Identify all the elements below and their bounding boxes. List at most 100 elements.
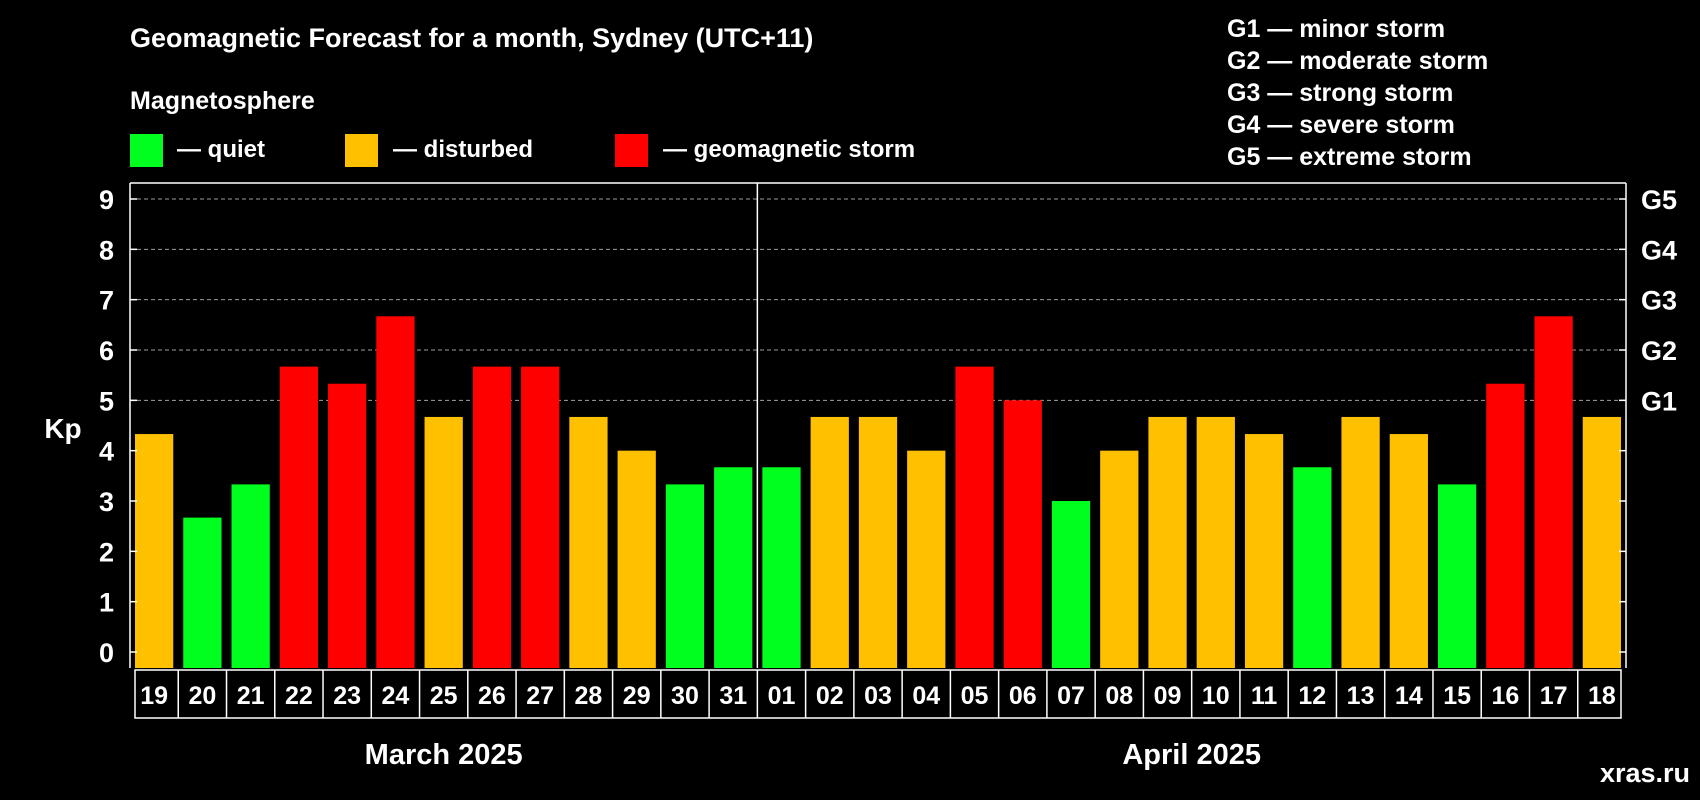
y-tick-label-5: 5 bbox=[99, 386, 114, 416]
legend-storm-swatch bbox=[615, 134, 648, 167]
right-axis-label-g5: G5 bbox=[1641, 185, 1677, 215]
right-axis-label-g3: G3 bbox=[1641, 286, 1677, 316]
bar-day-29 bbox=[617, 450, 656, 668]
day-label-18: 18 bbox=[1588, 682, 1616, 710]
bar-day-11 bbox=[1244, 434, 1284, 668]
bar-day-06 bbox=[1003, 400, 1042, 668]
bar-day-09 bbox=[1148, 416, 1187, 668]
bar-day-24 bbox=[376, 316, 415, 668]
day-label-13: 13 bbox=[1347, 682, 1375, 710]
right-axis-label-g2: G2 bbox=[1641, 336, 1677, 366]
y-tick-label-4: 4 bbox=[99, 437, 114, 467]
storm-scale-g3: G3 — strong storm bbox=[1227, 79, 1453, 107]
day-label-28: 28 bbox=[575, 682, 603, 710]
day-label-04: 04 bbox=[912, 682, 940, 710]
bar-day-14 bbox=[1389, 434, 1428, 668]
bars bbox=[135, 316, 1621, 668]
y-tick-label-1: 1 bbox=[99, 588, 114, 618]
legend-storm-label: — geomagnetic storm bbox=[663, 136, 915, 163]
bar-day-21 bbox=[231, 484, 270, 668]
day-label-29: 29 bbox=[623, 682, 651, 710]
bar-day-31 bbox=[714, 467, 753, 668]
bar-day-22 bbox=[279, 366, 319, 668]
bar-day-18 bbox=[1582, 416, 1621, 668]
y-tick-label-9: 9 bbox=[99, 185, 114, 215]
chart-title: Geomagnetic Forecast for a month, Sydney… bbox=[130, 23, 813, 53]
bar-day-19 bbox=[135, 434, 174, 668]
bar-day-03 bbox=[858, 416, 898, 668]
legend-section-title: Magnetosphere bbox=[130, 87, 315, 115]
bar-day-26 bbox=[472, 366, 512, 668]
bar-day-01 bbox=[762, 467, 801, 668]
day-label-05: 05 bbox=[961, 682, 989, 710]
bar-day-05 bbox=[955, 366, 994, 668]
day-label-20: 20 bbox=[188, 682, 216, 710]
month-label-march: March 2025 bbox=[365, 739, 523, 771]
day-label-06: 06 bbox=[1009, 682, 1037, 710]
y-tick-label-6: 6 bbox=[99, 336, 114, 366]
day-label-12: 12 bbox=[1298, 682, 1326, 710]
axes: 0 1 2 3 4 5 6 7 8 9 G1 G2 G3 G4 G5 bbox=[99, 182, 1677, 668]
storm-scale-g5: G5 — extreme storm bbox=[1227, 143, 1472, 171]
day-label-11: 11 bbox=[1251, 682, 1278, 710]
bar-day-08 bbox=[1100, 450, 1139, 668]
day-label-08: 08 bbox=[1105, 682, 1133, 710]
day-label-17: 17 bbox=[1540, 682, 1568, 710]
y-axis-label: Kp bbox=[44, 413, 81, 444]
legend-disturbed-swatch bbox=[345, 134, 378, 167]
bar-day-07 bbox=[1051, 501, 1091, 668]
month-label-april: April 2025 bbox=[1122, 739, 1261, 771]
day-label-15: 15 bbox=[1443, 682, 1471, 710]
bar-day-15 bbox=[1437, 484, 1477, 668]
day-label-26: 26 bbox=[478, 682, 506, 710]
day-label-21: 21 bbox=[237, 682, 265, 710]
bar-day-17 bbox=[1534, 316, 1573, 668]
day-label-14: 14 bbox=[1395, 682, 1423, 710]
day-labels-frame bbox=[134, 669, 1622, 719]
bar-day-10 bbox=[1196, 416, 1235, 668]
bar-day-04 bbox=[907, 450, 946, 668]
day-label-16: 16 bbox=[1491, 682, 1519, 710]
y-tick-label-7: 7 bbox=[99, 286, 114, 316]
legend-quiet-label: — quiet bbox=[177, 136, 265, 163]
bar-day-02 bbox=[810, 416, 849, 668]
right-axis-label-g1: G1 bbox=[1641, 386, 1677, 416]
x-axis-day-labels: 19 20 21 22 23 24 25 26 27 28 29 30 31 01 02 03 04 05 06 07… bbox=[134, 669, 1622, 719]
day-label-19: 19 bbox=[140, 682, 168, 710]
day-label-09: 09 bbox=[1154, 682, 1182, 710]
right-axis-label-g4: G4 bbox=[1641, 235, 1677, 265]
day-label-03: 03 bbox=[864, 682, 892, 710]
day-label-24: 24 bbox=[382, 682, 410, 710]
watermark: xras.ru bbox=[1600, 758, 1690, 788]
bar-day-12 bbox=[1293, 467, 1332, 668]
day-label-27: 27 bbox=[526, 682, 554, 710]
y-tick-label-3: 3 bbox=[99, 487, 114, 517]
legend-disturbed-label: — disturbed bbox=[393, 136, 533, 163]
legend-quiet-swatch bbox=[130, 134, 163, 167]
bar-day-25 bbox=[424, 416, 463, 668]
grid-lines bbox=[130, 198, 1626, 401]
day-label-07: 07 bbox=[1057, 682, 1085, 710]
y-tick-label-2: 2 bbox=[99, 537, 114, 567]
day-label-30: 30 bbox=[671, 682, 699, 710]
bar-day-13 bbox=[1341, 416, 1380, 668]
day-label-31: 31 bbox=[719, 682, 747, 710]
y-tick-label-0: 0 bbox=[99, 638, 114, 668]
day-label-02: 02 bbox=[816, 682, 844, 710]
day-label-25: 25 bbox=[430, 682, 458, 710]
day-label-10: 10 bbox=[1202, 682, 1230, 710]
storm-scale-g4: G4 — severe storm bbox=[1227, 111, 1455, 139]
bar-day-20 bbox=[183, 517, 222, 668]
day-label-01: 01 bbox=[768, 682, 796, 710]
y-tick-label-8: 8 bbox=[99, 235, 114, 265]
storm-scale-g1: G1 — minor storm bbox=[1227, 15, 1445, 43]
bar-day-16 bbox=[1486, 383, 1525, 668]
bar-day-23 bbox=[328, 383, 367, 668]
bar-day-27 bbox=[521, 366, 560, 668]
day-label-22: 22 bbox=[285, 682, 313, 710]
day-label-23: 23 bbox=[333, 682, 361, 710]
bar-day-30 bbox=[665, 484, 705, 668]
bar-day-28 bbox=[569, 416, 608, 668]
storm-scale-g2: G2 — moderate storm bbox=[1227, 47, 1488, 75]
